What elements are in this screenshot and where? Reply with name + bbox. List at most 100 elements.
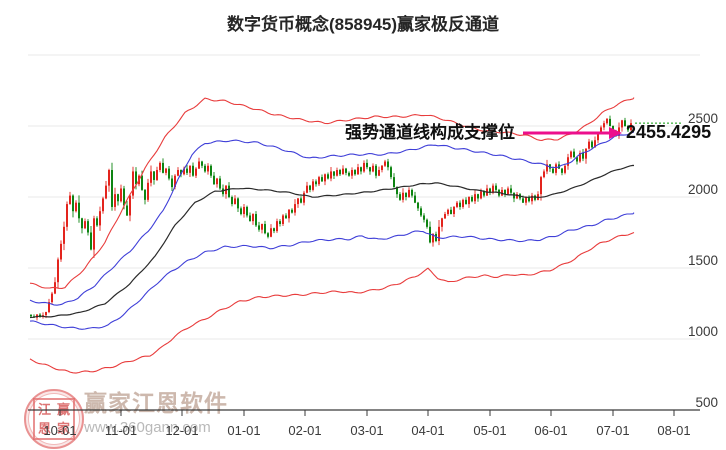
- candle-body: [198, 161, 200, 169]
- candle-body: [294, 204, 296, 213]
- candle-body: [399, 194, 401, 200]
- x-axis-label: 12-01: [165, 423, 198, 438]
- candle-body: [243, 206, 245, 215]
- candle-body: [345, 168, 347, 173]
- candle-body: [270, 228, 272, 237]
- candle-body: [162, 162, 164, 173]
- candle-body: [108, 170, 110, 186]
- candle-body: [582, 152, 584, 159]
- candle-body: [135, 171, 137, 185]
- candle-body: [315, 181, 317, 185]
- candle-body: [438, 226, 440, 242]
- candle-body: [129, 195, 131, 216]
- annotation-arrow-head: [609, 127, 622, 139]
- candle-body: [348, 172, 350, 176]
- annotation-value: 2455.4295: [626, 122, 712, 142]
- candle-body: [531, 195, 533, 202]
- channel-line-weak_blue: [29, 212, 635, 330]
- candle-body: [585, 148, 587, 159]
- candle-body: [105, 185, 107, 199]
- candle-body: [603, 123, 605, 128]
- candle-body: [168, 168, 170, 179]
- candle-body: [402, 192, 404, 200]
- candle-body: [327, 174, 329, 179]
- candle-body: [63, 226, 65, 244]
- candle-body: [366, 162, 368, 168]
- candle-body: [411, 189, 413, 196]
- candle-body: [120, 188, 122, 202]
- candle-body: [261, 223, 263, 230]
- candle-body: [384, 161, 386, 166]
- y-axis-label: 500: [695, 395, 718, 410]
- candle-body: [591, 141, 593, 148]
- candle-body: [150, 171, 152, 183]
- candle-body: [546, 164, 548, 172]
- candle-body: [495, 185, 497, 190]
- y-axis-label: 1000: [688, 324, 718, 339]
- candle-body: [609, 118, 611, 126]
- candle-body: [612, 126, 614, 132]
- candle-body: [375, 165, 377, 176]
- candle-body: [432, 233, 434, 243]
- candle-body: [219, 178, 221, 189]
- candle-body: [210, 165, 212, 176]
- candle-body: [330, 171, 332, 179]
- candle-body: [153, 171, 155, 180]
- candle-body: [249, 215, 251, 222]
- candle-body: [630, 123, 632, 131]
- annotation-label: 强势通道线构成支撑位: [345, 123, 515, 142]
- x-axis-label: 06-01: [534, 423, 567, 438]
- candle-body: [414, 195, 416, 203]
- page-title: 数字货币概念(858945)赢家极反通道: [226, 15, 500, 34]
- candle-body: [573, 151, 575, 158]
- candle-body: [273, 228, 275, 232]
- candle-body: [69, 195, 71, 205]
- candle-body: [408, 189, 410, 197]
- candle-body: [600, 127, 602, 134]
- candle-body: [252, 214, 254, 222]
- candle-body: [579, 152, 581, 162]
- candle-body: [510, 188, 512, 193]
- candle-body: [147, 182, 149, 200]
- candle-body: [267, 233, 269, 237]
- candle-body: [96, 218, 98, 226]
- candle-body: [351, 170, 353, 176]
- candle-body: [102, 198, 104, 212]
- y-axis-label: 2500: [688, 111, 718, 126]
- candle-body: [132, 171, 134, 196]
- x-axis-label: 07-01: [596, 423, 629, 438]
- x-axis-label: 01-01: [227, 423, 260, 438]
- candle-body: [99, 211, 101, 226]
- candle-body: [66, 204, 68, 227]
- candle-body: [324, 174, 326, 182]
- candle-body: [552, 168, 554, 173]
- candle-body: [237, 198, 239, 209]
- candle-body: [180, 170, 182, 175]
- candle-body: [540, 177, 542, 195]
- candle-body: [435, 233, 437, 242]
- candle-body: [258, 225, 260, 230]
- candle-body: [447, 209, 449, 215]
- candle-body: [444, 214, 446, 219]
- x-axis-label: 05-01: [473, 423, 506, 438]
- y-axis-label: 2000: [688, 182, 718, 197]
- candle-body: [576, 157, 578, 162]
- candle-body: [183, 168, 185, 175]
- candle-body: [276, 221, 278, 232]
- candle-body: [441, 218, 443, 227]
- candle-body: [357, 167, 359, 175]
- candle-body: [456, 202, 458, 207]
- candle-body: [288, 209, 290, 219]
- x-axis-label: 03-01: [350, 423, 383, 438]
- candle-body: [570, 151, 572, 158]
- candle-body: [360, 167, 362, 172]
- candle-body: [390, 167, 392, 178]
- candle-body: [468, 197, 470, 205]
- candle-body: [318, 177, 320, 185]
- candle-body: [306, 185, 308, 193]
- candle-body: [528, 197, 530, 202]
- candle-body: [525, 197, 527, 203]
- candle-body: [213, 175, 215, 185]
- channel-line-lifeline_black: [29, 164, 635, 319]
